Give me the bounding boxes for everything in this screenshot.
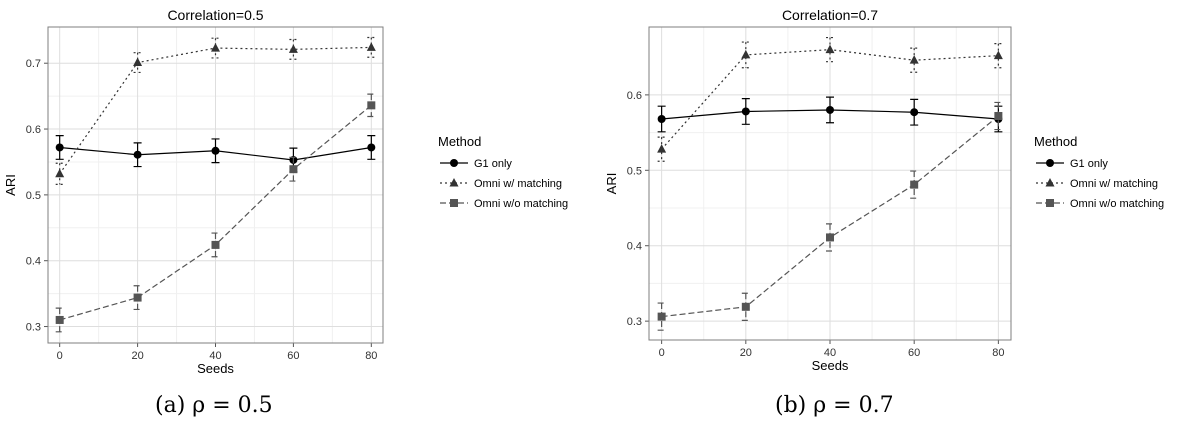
point-square bbox=[211, 240, 220, 249]
series-triangle bbox=[55, 36, 376, 185]
point-triangle bbox=[55, 168, 65, 178]
chart-panel-2: Correlation=0.7 0 20 40 60 80 0.3 0.4 0.5 0.6 Seed… bbox=[604, 7, 1164, 418]
point-circle bbox=[826, 105, 834, 114]
x-tick-label: 20 bbox=[131, 350, 143, 362]
point-square bbox=[289, 165, 298, 174]
series-circle bbox=[55, 135, 376, 173]
x-tick-label: 80 bbox=[365, 350, 377, 362]
y-tick-label: 0.6 bbox=[26, 124, 41, 136]
chart-title: Correlation=0.5 bbox=[167, 7, 263, 23]
point-square bbox=[910, 180, 919, 189]
legend: Method G1 only Omni w/ matching Omni w/o ma… bbox=[438, 134, 568, 210]
error-bar bbox=[367, 36, 376, 58]
point-square bbox=[133, 293, 142, 302]
point-triangle bbox=[993, 50, 1003, 60]
error-bar bbox=[289, 38, 298, 60]
point-circle bbox=[450, 159, 458, 167]
point-triangle bbox=[366, 42, 376, 51]
y-axis-label: ARI bbox=[3, 174, 18, 196]
plot-border bbox=[47, 26, 384, 344]
x-tick-label: 60 bbox=[287, 350, 299, 362]
series-triangle bbox=[657, 36, 1003, 162]
point-circle bbox=[55, 143, 64, 152]
point-circle bbox=[910, 108, 919, 117]
series-square bbox=[55, 93, 376, 333]
error-bar bbox=[211, 37, 220, 59]
y-tick-label: 0.5 bbox=[26, 190, 41, 202]
x-tick-label: 40 bbox=[824, 347, 836, 359]
legend: Method G1 only Omni w/ matching Omni w/o ma… bbox=[1034, 134, 1164, 210]
point-square bbox=[367, 101, 376, 110]
legend-title: Method bbox=[438, 134, 481, 149]
y-tick-label: 0.4 bbox=[627, 241, 642, 253]
point-circle bbox=[367, 143, 376, 152]
legend-title: Method bbox=[1034, 134, 1077, 149]
error-bar bbox=[826, 36, 834, 63]
chart-panel-1: Correlation=0.5 0 20 40 60 80 0.3 0.4 0.5 0.6 0.7 S… bbox=[3, 7, 568, 418]
point-square bbox=[657, 312, 666, 321]
y-axis-label: ARI bbox=[604, 173, 619, 195]
point-circle bbox=[1046, 159, 1054, 167]
legend-label: Omni w/o matching bbox=[1070, 198, 1164, 210]
error-bar bbox=[741, 41, 750, 69]
legend-label: Omni w/ matching bbox=[1070, 178, 1158, 190]
point-square bbox=[55, 315, 64, 324]
figure-caption: (a) ρ = 0.5 bbox=[155, 393, 273, 418]
point-triangle bbox=[909, 55, 919, 64]
chart-title: Correlation=0.7 bbox=[782, 7, 878, 23]
point-triangle bbox=[1045, 178, 1055, 187]
x-tick-label: 60 bbox=[908, 347, 920, 359]
point-square bbox=[450, 199, 458, 207]
point-triangle bbox=[288, 44, 298, 53]
point-triangle bbox=[825, 44, 835, 54]
y-tick-label: 0.3 bbox=[26, 322, 41, 334]
point-square bbox=[741, 302, 750, 311]
x-axis-label: Seeds bbox=[197, 361, 234, 376]
error-bar bbox=[994, 42, 1003, 69]
point-triangle bbox=[741, 49, 751, 59]
point-circle bbox=[657, 115, 666, 124]
point-triangle bbox=[449, 178, 459, 187]
error-bar bbox=[133, 52, 142, 74]
error-bar bbox=[910, 47, 919, 73]
y-tick-label: 0.7 bbox=[26, 58, 41, 70]
point-triangle bbox=[657, 144, 667, 153]
point-triangle bbox=[211, 43, 220, 52]
legend-label: G1 only bbox=[474, 158, 512, 170]
y-tick-label: 0.3 bbox=[627, 316, 642, 328]
plot-border bbox=[648, 26, 1012, 341]
series-square bbox=[657, 101, 1003, 331]
point-circle bbox=[211, 146, 220, 155]
y-tick-label: 0.6 bbox=[627, 90, 642, 102]
point-square bbox=[1046, 199, 1054, 207]
point-circle bbox=[133, 150, 142, 159]
x-tick-label: 80 bbox=[992, 347, 1004, 359]
figure-caption: (b) ρ = 0.7 bbox=[775, 393, 894, 418]
x-tick-label: 40 bbox=[209, 350, 221, 362]
x-tick-label: 20 bbox=[740, 347, 752, 359]
point-triangle bbox=[133, 57, 143, 67]
y-tick-label: 0.4 bbox=[26, 256, 41, 268]
y-tick-label: 0.5 bbox=[627, 165, 642, 177]
legend-label: G1 only bbox=[1070, 158, 1108, 170]
point-square bbox=[994, 111, 1003, 120]
legend-label: Omni w/o matching bbox=[474, 198, 568, 210]
point-square bbox=[826, 233, 834, 242]
x-tick-label: 0 bbox=[57, 350, 63, 362]
x-axis-label: Seeds bbox=[812, 358, 849, 373]
point-circle bbox=[741, 107, 750, 116]
legend-label: Omni w/ matching bbox=[474, 178, 562, 190]
x-tick-label: 0 bbox=[659, 347, 665, 359]
error-bar bbox=[657, 136, 666, 162]
